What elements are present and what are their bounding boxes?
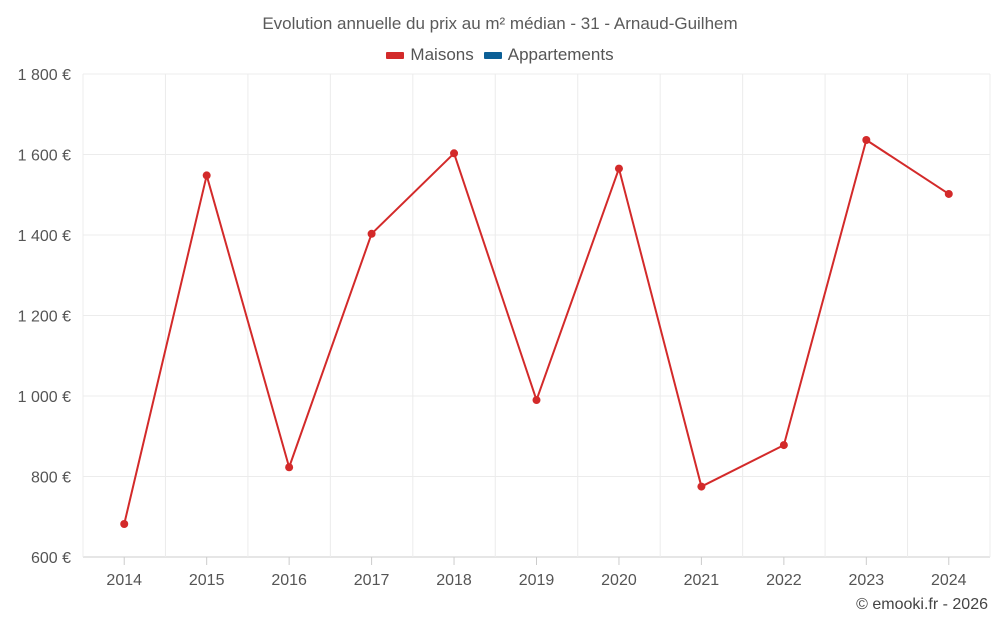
y-tick-label: 1 400 € (18, 228, 71, 245)
data-point-maisons (202, 171, 211, 180)
legend-swatch-maisons (386, 51, 405, 59)
y-tick-label: 1 600 € (18, 148, 71, 165)
data-point-maisons (944, 189, 953, 198)
x-tick-label: 2022 (766, 572, 802, 589)
data-point-maisons (120, 519, 129, 528)
data-point-maisons (285, 463, 294, 472)
x-tick-label: 2015 (189, 572, 225, 589)
data-point-maisons (614, 164, 623, 173)
legend-label-maisons: Maisons (410, 45, 474, 64)
chart-title: Evolution annuelle du prix au m² médian … (262, 14, 738, 33)
x-tick-label: 2023 (849, 572, 885, 589)
y-tick-label: 1 000 € (18, 389, 71, 406)
legend-item-appartements[interactable]: Appartements (483, 45, 614, 65)
y-tick-label: 800 € (31, 470, 71, 487)
legend: Maisons Appartements (0, 45, 1000, 65)
x-tick-label: 2020 (601, 572, 637, 589)
data-point-maisons (450, 149, 459, 158)
x-tick-label: 2024 (931, 572, 967, 589)
x-tick-label: 2018 (436, 572, 472, 589)
data-point-maisons (367, 229, 376, 238)
x-tick-label: 2017 (354, 572, 390, 589)
y-tick-label: 1 200 € (18, 309, 71, 326)
data-point-maisons (532, 396, 541, 405)
legend-label-appartements: Appartements (507, 45, 614, 64)
data-point-maisons (862, 136, 871, 145)
x-tick-label: 2019 (519, 572, 555, 589)
data-point-maisons (697, 482, 706, 491)
x-tick-label: 2016 (271, 572, 307, 589)
x-tick-label: 2021 (684, 572, 720, 589)
legend-swatch-appartements (483, 51, 502, 59)
legend-item-maisons[interactable]: Maisons (386, 45, 474, 65)
data-point-maisons (779, 441, 788, 450)
y-tick-label: 600 € (31, 550, 71, 567)
credit-text: © emooki.fr - 2026 (856, 596, 988, 613)
y-tick-label: 1 800 € (18, 67, 71, 84)
x-tick-label: 2014 (106, 572, 142, 589)
